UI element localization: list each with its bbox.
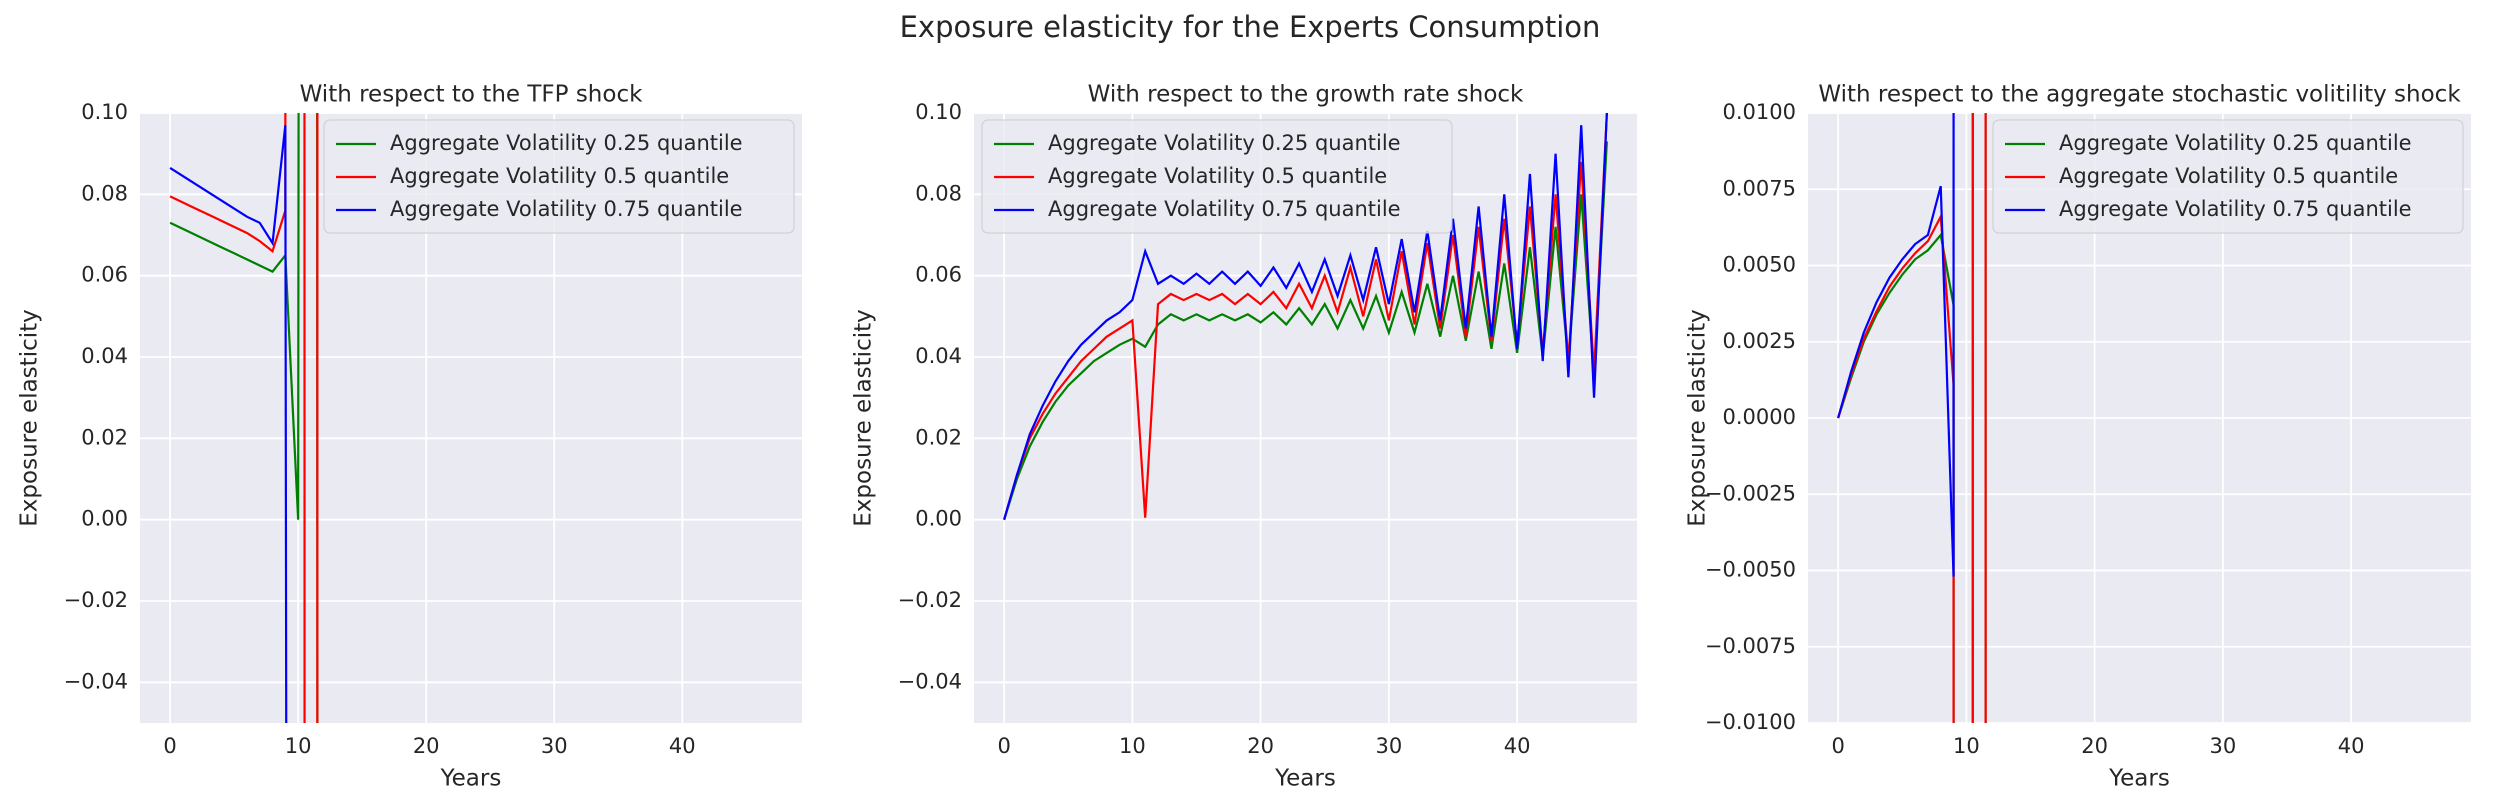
legend-label: Aggregate Volatility 0.75 quantile <box>2059 197 2412 221</box>
x-tick-label: 10 <box>285 734 312 758</box>
legend: Aggregate Volatility 0.25 quantile Aggreg… <box>981 119 1453 234</box>
legend-box <box>1992 119 2464 234</box>
y-tick-label: 0.0000 <box>1723 405 1796 429</box>
x-tick-label: 10 <box>1953 734 1980 758</box>
y-tick-label: 0.00 <box>81 507 128 531</box>
y-tick-label: 0.02 <box>915 425 962 449</box>
y-tick-label: −0.0100 <box>1705 710 1796 734</box>
y-tick-label: 0.10 <box>81 100 128 124</box>
series-line <box>169 125 288 723</box>
y-tick-label: −0.0075 <box>1705 634 1796 658</box>
series-line <box>169 113 319 723</box>
legend-label: Aggregate Volatility 0.5 quantile <box>1048 164 1387 188</box>
y-axis-label: Exposure elasticity <box>851 309 877 526</box>
legend: Aggregate Volatility 0.25 quantile Aggreg… <box>1992 119 2464 234</box>
y-tick-label: −0.02 <box>64 588 128 612</box>
x-tick-label: 40 <box>669 734 696 758</box>
y-tick-label: −0.04 <box>898 669 962 693</box>
x-tick-label: 20 <box>413 734 440 758</box>
y-tick-label: 0.0100 <box>1723 100 1796 124</box>
y-tick-label: 0.00 <box>915 507 962 531</box>
y-axis-label: Exposure elasticity <box>17 309 43 526</box>
y-tick-label: −0.0050 <box>1705 558 1796 582</box>
plot-lines <box>1837 113 1987 723</box>
y-tick-label: 0.0025 <box>1723 329 1796 353</box>
y-tick-label: 0.0050 <box>1723 253 1796 277</box>
y-tick-label: 0.02 <box>81 425 128 449</box>
y-tick-label: 0.06 <box>915 263 962 287</box>
x-tick-label: 0 <box>1831 734 1844 758</box>
x-tick-label: 40 <box>2338 734 2365 758</box>
plot-lines <box>169 113 319 723</box>
legend-label: Aggregate Volatility 0.75 quantile <box>1048 197 1401 221</box>
legend-label: Aggregate Volatility 0.5 quantile <box>2059 164 2398 188</box>
legend-label: Aggregate Volatility 0.75 quantile <box>390 197 743 221</box>
legend-box <box>981 119 1453 234</box>
series-line <box>1003 113 1608 520</box>
x-tick-label: 0 <box>163 734 176 758</box>
y-tick-label: −0.04 <box>64 669 128 693</box>
y-axis-label: Exposure elasticity <box>1685 309 1711 526</box>
y-tick-label: −0.0025 <box>1705 481 1796 505</box>
x-tick-label: 30 <box>1375 734 1402 758</box>
x-tick-label: 20 <box>2081 734 2108 758</box>
legend: Aggregate Volatility 0.25 quantile Aggreg… <box>323 119 795 234</box>
y-tick-label: 0.10 <box>915 100 962 124</box>
y-tick-label: 0.08 <box>915 181 962 205</box>
x-axis-label: Years <box>2108 766 2170 792</box>
y-tick-label: 0.0075 <box>1723 176 1796 200</box>
y-tick-label: 0.04 <box>81 344 128 368</box>
legend-label: Aggregate Volatility 0.25 quantile <box>2059 131 2412 155</box>
x-tick-label: 0 <box>997 734 1010 758</box>
y-tick-label: 0.04 <box>915 344 962 368</box>
series-line <box>1837 113 1987 723</box>
series-line <box>1003 141 1608 521</box>
x-tick-label: 10 <box>1119 734 1146 758</box>
x-axis-label: Years <box>440 766 502 792</box>
y-tick-label: −0.02 <box>898 588 962 612</box>
series-line <box>169 113 319 723</box>
legend-label: Aggregate Volatility 0.5 quantile <box>390 164 729 188</box>
chart-title: With respect to the TFP shock <box>300 82 644 108</box>
figure-title: Exposure elasticity for the Experts Cons… <box>900 10 1601 44</box>
legend-box <box>323 119 795 234</box>
series-line <box>1837 113 1955 577</box>
chart-title: With respect to the aggregate stochastic… <box>1818 82 2461 108</box>
x-tick-label: 20 <box>1247 734 1274 758</box>
x-tick-label: 30 <box>541 734 568 758</box>
x-tick-label: 30 <box>2209 734 2236 758</box>
series-line <box>1003 113 1608 520</box>
y-tick-label: 0.06 <box>81 263 128 287</box>
legend-label: Aggregate Volatility 0.25 quantile <box>390 131 743 155</box>
x-tick-label: 40 <box>1504 734 1531 758</box>
legend-label: Aggregate Volatility 0.25 quantile <box>1048 131 1401 155</box>
y-tick-label: 0.08 <box>81 181 128 205</box>
x-axis-label: Years <box>1274 766 1336 792</box>
plot-lines <box>1003 113 1608 521</box>
chart-title: With respect to the growth rate shock <box>1088 82 1524 108</box>
